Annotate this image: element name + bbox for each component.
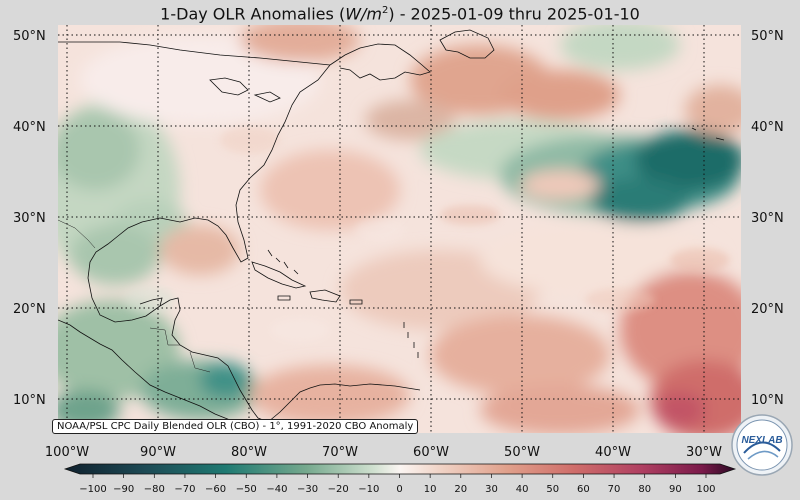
colorbar-tick-label: −10 (358, 484, 379, 495)
colorbar-tick-label: −60 (205, 484, 226, 495)
lon-label: 70°W (322, 445, 358, 460)
data-source-label: NOAA/PSL CPC Daily Blended OLR (CBO) - 1… (52, 419, 419, 434)
colorbar-tick-label: 0 (396, 484, 402, 495)
map-title: 1-Day OLR Anomalies (W/m2) - 2025-01-09 … (160, 4, 640, 24)
graticule (58, 25, 741, 433)
coastlines (58, 29, 725, 427)
lon-label: 60°W (413, 445, 449, 460)
colorbar-tick-label: −90 (113, 484, 134, 495)
latitude-labels-left: 50°N 40°N 30°N 20°N 10°N (13, 29, 46, 408)
colorbar-tick-label: 80 (638, 484, 651, 495)
colorbar-ticks: −100 −90 −80 −70 −60 −50 −40 −30 −20 −10 0 10 20 30 40… (79, 474, 716, 495)
colorbar-tick-label: 70 (608, 484, 621, 495)
lat-label: 40°N (751, 120, 784, 135)
colorbar-tick-label: 30 (485, 484, 498, 495)
longitude-labels: 100°W 90°W 80°W 70°W 60°W 50°W 40°W 30°W (45, 445, 722, 460)
lon-label: 80°W (231, 445, 267, 460)
lat-label: 40°N (13, 120, 46, 135)
lat-label: 50°N (13, 29, 46, 44)
lat-label: 50°N (751, 29, 784, 44)
colorbar-tick-label: 90 (669, 484, 682, 495)
colorbar-tick-label: 20 (454, 484, 467, 495)
lon-label: 100°W (45, 445, 89, 460)
lat-label: 30°N (13, 211, 46, 226)
latitude-labels-right: 50°N 40°N 30°N 20°N 10°N (751, 29, 784, 408)
lon-label: 50°W (504, 445, 540, 460)
colorbar-tick-label: 40 (516, 484, 529, 495)
olr-anomaly-field (58, 25, 741, 433)
svg-text:NEXLAB: NEXLAB (741, 435, 782, 446)
colorbar-tick-label: −40 (266, 484, 287, 495)
colorbar-tick-label: −50 (236, 484, 257, 495)
colorbar-bar (63, 463, 737, 475)
colorbar-tick-label: −100 (79, 484, 106, 495)
colorbar-tick-label: 60 (577, 484, 590, 495)
nexlab-logo: NEXLAB (731, 414, 793, 476)
colorbar-tick-label: 10 (424, 484, 437, 495)
lat-label: 10°N (751, 393, 784, 408)
lon-label: 90°W (140, 445, 176, 460)
colorbar-tick-label: −30 (297, 484, 318, 495)
lat-label: 20°N (751, 302, 784, 317)
lon-label: 40°W (595, 445, 631, 460)
lon-label: 30°W (686, 445, 722, 460)
colorbar-tick-label: −80 (144, 484, 165, 495)
lat-label: 10°N (13, 393, 46, 408)
colorbar: −100 −90 −80 −70 −60 −50 −40 −30 −20 −10 0 10 20 30 40… (63, 463, 737, 495)
lat-label: 30°N (751, 211, 784, 226)
colorbar-tick-label: −70 (174, 484, 195, 495)
lat-label: 20°N (13, 302, 46, 317)
colorbar-tick-label: 50 (546, 484, 559, 495)
colorbar-tick-label: 100 (696, 484, 715, 495)
colorbar-tick-label: −20 (328, 484, 349, 495)
